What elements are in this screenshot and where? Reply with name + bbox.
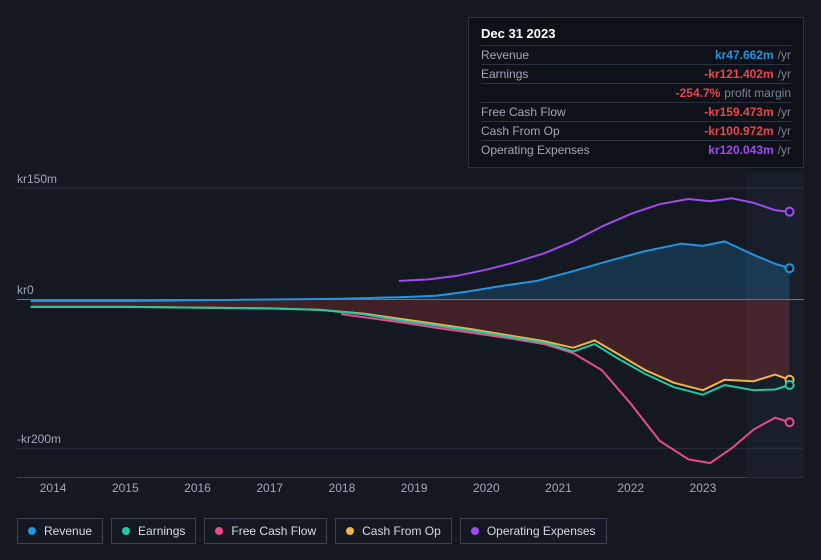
y-axis-label: -kr200m [17, 432, 61, 448]
legend-swatch [471, 527, 479, 535]
tooltip-suffix: profit margin [724, 86, 791, 100]
x-axis-label: 2023 [690, 481, 717, 495]
tooltip-label: Earnings [481, 67, 704, 81]
financials-chart[interactable]: 2014 2015 2016 2017 2018 2019 2020 2021 2022 2023… [17, 158, 804, 518]
tooltip-row: Earnings-kr121.402m/yr [481, 64, 791, 83]
legend-swatch [122, 527, 130, 535]
tooltip-value: kr47.662m [715, 48, 774, 62]
tooltip-suffix: /yr [778, 48, 791, 62]
legend-item[interactable]: Earnings [111, 518, 196, 544]
x-axis-label: 2020 [473, 481, 500, 495]
legend-label: Operating Expenses [487, 524, 596, 538]
tooltip-date: Dec 31 2023 [481, 26, 791, 41]
tooltip-label: Revenue [481, 48, 715, 62]
tooltip-row: -254.7%profit margin [481, 83, 791, 102]
tooltip-value: -254.7% [676, 86, 721, 100]
legend-item[interactable]: Revenue [17, 518, 103, 544]
tooltip-value: -kr121.402m [704, 67, 773, 81]
y-axis-label: kr0 [17, 283, 34, 299]
legend-label: Free Cash Flow [231, 524, 316, 538]
tooltip-suffix: /yr [778, 105, 791, 119]
tooltip-value: kr120.043m [708, 143, 773, 157]
chart-tooltip: Dec 31 2023 Revenuekr47.662m/yrEarnings-… [468, 17, 804, 168]
chart-legend: Revenue Earnings Free Cash Flow Cash From O… [17, 518, 607, 544]
tooltip-label: Free Cash Flow [481, 105, 704, 119]
legend-item[interactable]: Cash From Op [335, 518, 452, 544]
legend-item[interactable]: Free Cash Flow [204, 518, 327, 544]
tooltip-value: -kr159.473m [704, 105, 773, 119]
legend-label: Cash From Op [362, 524, 441, 538]
x-axis-label: 2015 [112, 481, 139, 495]
x-axis-label: 2022 [617, 481, 644, 495]
tooltip-suffix: /yr [778, 67, 791, 81]
tooltip-suffix: /yr [778, 124, 791, 138]
tooltip-row: Revenuekr47.662m/yr [481, 45, 791, 64]
x-axis-label: 2017 [256, 481, 283, 495]
tooltip-row: Cash From Op-kr100.972m/yr [481, 121, 791, 140]
tooltip-label [481, 86, 676, 100]
legend-item[interactable]: Operating Expenses [460, 518, 607, 544]
legend-label: Earnings [138, 524, 185, 538]
legend-swatch [346, 527, 354, 535]
tooltip-label: Operating Expenses [481, 143, 708, 157]
legend-label: Revenue [44, 524, 92, 538]
x-axis-label: 2021 [545, 481, 572, 495]
x-axis-label: 2018 [329, 481, 356, 495]
tooltip-label: Cash From Op [481, 124, 704, 138]
x-axis-label: 2016 [184, 481, 211, 495]
tooltip-row: Free Cash Flow-kr159.473m/yr [481, 102, 791, 121]
tooltip-value: -kr100.972m [704, 124, 773, 138]
y-axis-label: kr150m [17, 172, 57, 188]
x-axis-label: 2019 [401, 481, 428, 495]
tooltip-suffix: /yr [778, 143, 791, 157]
legend-swatch [215, 527, 223, 535]
tooltip-row: Operating Expenseskr120.043m/yr [481, 140, 791, 159]
legend-swatch [28, 527, 36, 535]
x-axis-label: 2014 [40, 481, 67, 495]
